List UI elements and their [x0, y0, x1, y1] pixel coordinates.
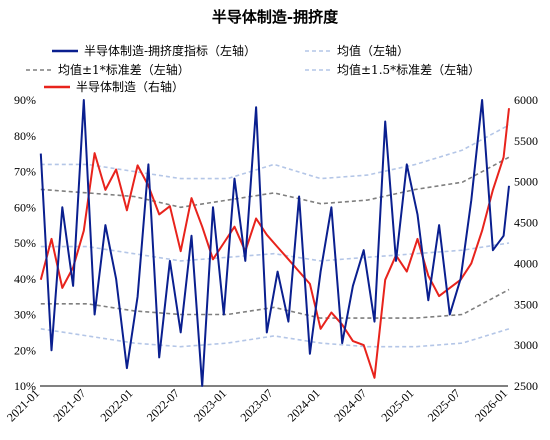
- x-axis-ticks: 2021-01 2021-07 2022-01 2022-07 2023-01 2023-…: [4, 386, 510, 424]
- chart-title: 半导体制造-拥挤度: [212, 8, 339, 26]
- right-tick-label: 2500: [514, 379, 538, 393]
- right-tick-label: 3000: [514, 338, 538, 352]
- x-tick-label: 2022-07: [144, 386, 182, 424]
- series-line-2: [40, 156, 510, 209]
- left-tick-label: 20%: [14, 343, 36, 357]
- x-tick-label: 2026-01: [472, 386, 510, 424]
- x-tick-label: 2023-07: [237, 386, 275, 424]
- series-line-0: [39, 99, 510, 387]
- series-layer: [39, 99, 510, 387]
- x-tick-label: 2024-07: [331, 386, 369, 424]
- right-tick-label: 5000: [514, 175, 538, 189]
- x-tick-label: 2022-01: [97, 386, 135, 424]
- series-line-1: [40, 242, 510, 262]
- legend: 半导体制造-拥挤度指标（左轴） 均值（左轴） 均值±1*标准差（左轴） 均值±1.5*…: [26, 43, 480, 94]
- x-tick-label: 2025-07: [425, 386, 463, 424]
- left-tick-label: 30%: [14, 308, 36, 322]
- left-axis-ticks: 10% 20% 30% 40% 50% 60% 70% 80% 90%: [14, 93, 36, 393]
- left-tick-label: 60%: [14, 200, 36, 214]
- series-line-6: [39, 108, 510, 379]
- series-line-3: [40, 288, 510, 319]
- legend-label: 半导体制造（右轴）: [76, 79, 184, 94]
- left-tick-label: 10%: [14, 379, 36, 393]
- legend-label: 均值±1.5*标准差（左轴）: [337, 62, 480, 77]
- right-tick-label: 6000: [514, 93, 538, 107]
- x-tick-label: 2024-01: [285, 386, 323, 424]
- right-tick-label: 3500: [514, 297, 538, 311]
- x-tick-label: 2025-01: [378, 386, 416, 424]
- right-tick-label: 4500: [514, 216, 538, 230]
- series-line-5: [40, 328, 510, 348]
- series-line-4: [40, 124, 510, 180]
- left-tick-label: 50%: [14, 236, 36, 250]
- legend-label: 均值（左轴）: [337, 43, 409, 58]
- left-tick-label: 80%: [14, 129, 36, 143]
- right-axis-ticks: 2500 3000 3500 4000 4500 5000 5500 6000: [514, 93, 538, 393]
- left-tick-label: 90%: [14, 93, 36, 107]
- right-tick-label: 5500: [514, 134, 538, 148]
- legend-label: 半导体制造-拥挤度指标（左轴）: [84, 43, 256, 58]
- legend-label: 均值±1*标准差（左轴）: [58, 62, 190, 77]
- right-tick-label: 4000: [514, 256, 538, 270]
- left-tick-label: 40%: [14, 272, 36, 286]
- x-tick-label: 2023-01: [191, 386, 229, 424]
- left-tick-label: 70%: [14, 165, 36, 179]
- x-tick-label: 2021-07: [50, 386, 88, 424]
